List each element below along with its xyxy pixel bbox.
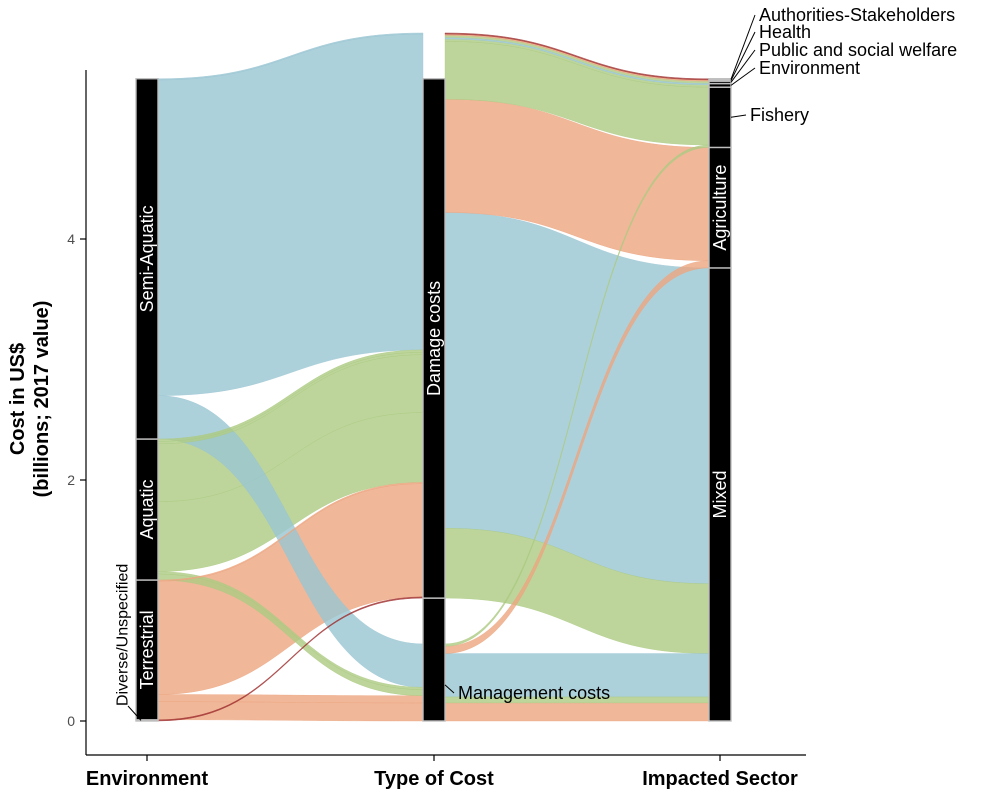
flow-damage-costs-to-mixed-0: [444, 212, 710, 584]
stratum-label-aquatic: Aquatic: [137, 479, 157, 539]
stratum-label-semi-aquatic: Semi-Aquatic: [137, 205, 157, 312]
x-category-type-of-cost: Type of Cost: [374, 768, 494, 790]
flow-terrestrial-to-management-costs-6: [157, 694, 424, 704]
callout-management-costs: Management costs: [458, 683, 610, 703]
y-axis-title-line1: Cost in US$: [7, 343, 29, 455]
stratum-damage-costs: [422, 78, 446, 599]
flow-semi-aquatic-to-damage-costs-0: [157, 33, 424, 396]
strata-layer: [135, 78, 732, 722]
y-tick-label-2: 2: [67, 472, 75, 488]
labels-layer: Terrestrial Aquatic Semi-Aquatic Damage cos…: [115, 5, 957, 721]
stratum-label-mixed: Mixed: [710, 470, 730, 518]
leader-health: [730, 31, 756, 81]
stratum-semi-aquatic: [135, 78, 159, 440]
leader-environment: [730, 67, 756, 86]
stratum-label-agriculture: Agriculture: [710, 165, 730, 251]
x-category-impacted-sector: Impacted Sector: [642, 768, 798, 790]
flow-management-costs-to-mixed-5: [444, 702, 710, 722]
callout-public-and-social-welfare: Public and social welfare: [759, 40, 957, 60]
callout-fishery: Fishery: [750, 105, 809, 125]
callout-authorities-stakeholders: Authorities-Stakeholders: [759, 5, 955, 25]
leader-diverse-unspecified: [127, 705, 142, 721]
leader-management-costs: [444, 684, 455, 694]
flow-terrestrial-to-management-costs-5: [157, 701, 424, 722]
stratum-label-damage-costs: Damage costs: [424, 281, 444, 396]
axes-layer: 0 2 4 Environment Type of Cost Impacted Sect…: [7, 70, 806, 790]
stratum-label-terrestrial: Terrestrial: [137, 610, 157, 689]
x-category-environment: Environment: [86, 768, 209, 790]
stratum-fishery: [708, 86, 732, 149]
leader-fishery: [730, 114, 747, 118]
leader-authorities-stakeholders: [730, 14, 756, 80]
callout-diverse-unspecified: Diverse/Unspecified: [115, 564, 132, 706]
callout-environment: Environment: [759, 58, 860, 78]
y-axis-title-line2: (billions; 2017 value): [31, 301, 53, 498]
stratum-management-costs: [422, 597, 446, 722]
flow-semi-aquatic-to-damage-costs-11: [157, 32, 424, 81]
leader-public-and-social-welfare: [730, 49, 756, 83]
y-tick-label-4: 4: [67, 231, 75, 247]
stratum-authorities-stakeholders: [708, 78, 732, 81]
flows-layer: [157, 32, 710, 722]
y-tick-label-0: 0: [67, 713, 75, 729]
callout-health: Health: [759, 22, 811, 42]
